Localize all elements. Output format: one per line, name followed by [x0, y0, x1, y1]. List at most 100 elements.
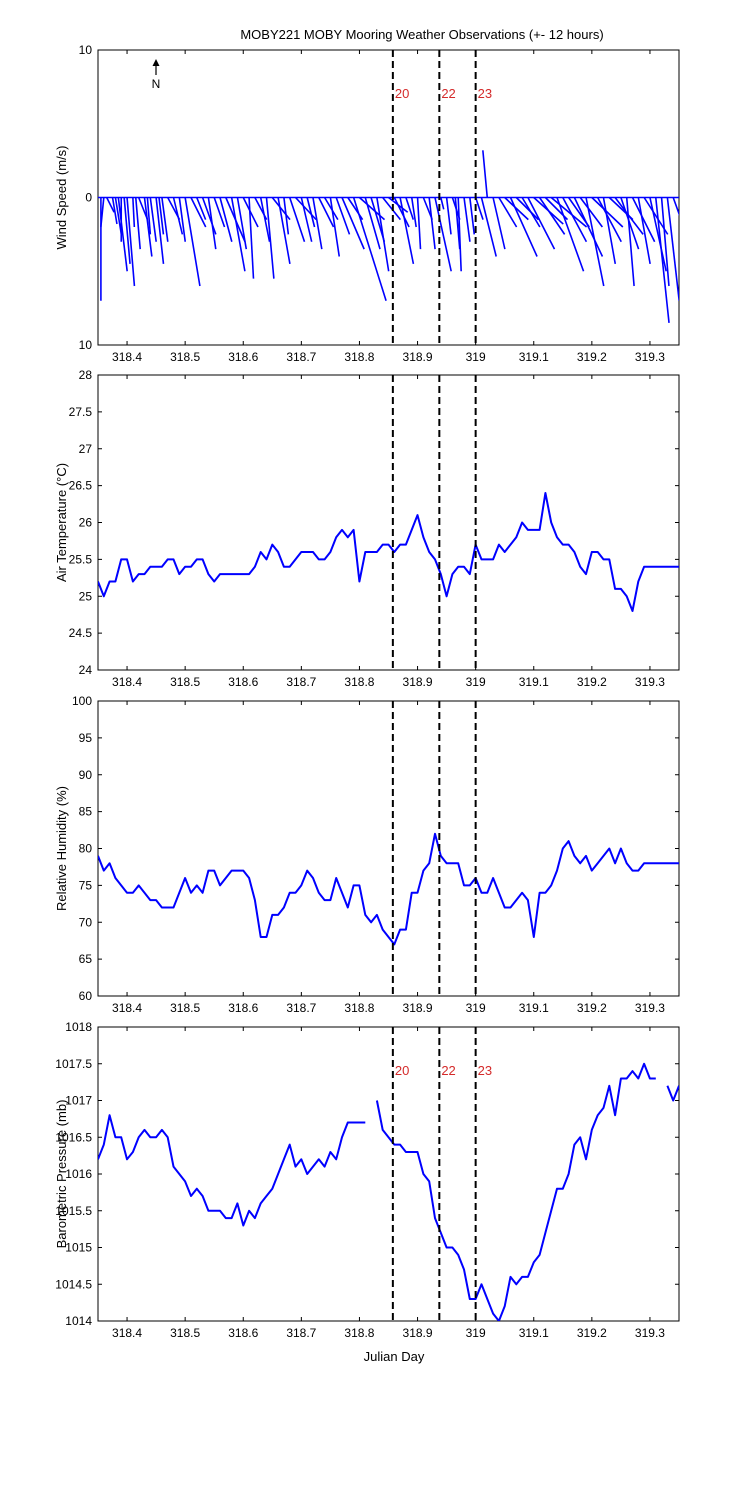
y-axis-label: Air Temperature (°C): [54, 463, 69, 582]
wind-stick: [213, 197, 226, 228]
panel-pressure: 1014 1014.5 1015 1015.5 1016 1016.5 1017 1017.5…: [54, 1020, 680, 1340]
x-tick-label: 318.8: [344, 350, 374, 364]
x-tick-label: 319: [466, 675, 486, 689]
wind-stick: [376, 197, 390, 272]
y-tick-label: 26: [79, 516, 93, 530]
wind-stick: [352, 197, 387, 301]
x-tick-label: 318.7: [286, 1001, 316, 1015]
x-tick-label: 319.1: [519, 350, 549, 364]
wind-stick: [123, 197, 131, 264]
wind-stick: [562, 197, 588, 243]
y-tick-label: 95: [79, 731, 93, 745]
wind-stick: [480, 197, 497, 257]
x-tick-label: 319: [466, 350, 486, 364]
event-label: 22: [441, 1063, 455, 1078]
wind-stick: [596, 197, 622, 243]
y-tick-label: 10: [79, 43, 93, 57]
wind-stick: [445, 197, 452, 235]
wind-stick: [134, 197, 141, 250]
y-tick-label: 60: [79, 989, 93, 1003]
wind-stick: [172, 197, 184, 235]
wind-stick: [149, 197, 157, 242]
y-tick-label: 90: [79, 768, 93, 782]
y-tick-label: 1014.5: [55, 1277, 92, 1291]
wind-stick: [146, 197, 152, 235]
x-tick-label: 319.1: [519, 675, 549, 689]
wind-stick: [482, 150, 489, 198]
wind-stick: [393, 197, 410, 228]
x-tick-label: 318.8: [344, 675, 374, 689]
x-tick-label: 318.4: [112, 350, 142, 364]
y-tick-label: 25.5: [69, 552, 93, 566]
x-tick-label: 318.4: [112, 1326, 142, 1340]
axes-frame: [97, 700, 680, 997]
wind-stick: [126, 197, 136, 287]
event-label: 20: [395, 86, 409, 101]
y-tick-label: 10: [79, 338, 93, 352]
plot-area: [98, 150, 679, 323]
wind-stick: [248, 197, 255, 279]
wind-stick: [457, 197, 462, 272]
wind-stick: [288, 197, 306, 243]
wind-stick: [219, 197, 233, 242]
axes-frame: [97, 1026, 680, 1322]
wind-stick: [201, 197, 217, 235]
wind-stick: [660, 197, 670, 287]
x-tick-label: 318.5: [170, 1001, 200, 1015]
x-axis-label: Julian Day: [364, 1349, 425, 1364]
wind-stick: [312, 197, 323, 250]
wind-stick: [306, 197, 316, 228]
wind-stick: [111, 197, 118, 225]
wind-stick: [265, 197, 275, 279]
y-axis-label: Wind Speed (m/s): [54, 145, 69, 249]
wind-stick: [100, 197, 105, 228]
wind-stick: [498, 197, 518, 228]
y-tick-label: 1015: [65, 1241, 92, 1255]
wind-stick: [230, 197, 246, 272]
event-label: 23: [478, 86, 492, 101]
x-tick-label: 318.6: [228, 350, 258, 364]
wind-stick: [283, 197, 290, 235]
y-tick-label: 24: [79, 663, 93, 677]
y-axis-label: Barometric Pressure (mb): [54, 1100, 69, 1249]
y-tick-label: 0: [85, 191, 92, 205]
y-tick-label: 100: [72, 694, 92, 708]
y-tick-label: 26.5: [69, 479, 93, 493]
wind-stick: [318, 197, 335, 228]
wind-stick: [469, 197, 476, 235]
wind-stick: [428, 197, 436, 250]
x-tick-label: 318.9: [403, 1001, 433, 1015]
x-tick-label: 318.5: [170, 675, 200, 689]
wind-stick: [434, 197, 452, 272]
y-tick-label: 70: [79, 915, 93, 929]
y-tick-label: 27: [79, 442, 93, 456]
wind-stick: [158, 197, 165, 235]
wind-stick: [410, 197, 417, 228]
wind-stick: [416, 197, 422, 250]
wind-stick: [515, 196, 540, 221]
y-tick-label: 1018: [65, 1020, 92, 1034]
wind-stick: [155, 197, 165, 264]
panel-wind: 10 0 10 318.4 318.5 318.6 318.7 318.8 318.9 319 31…: [54, 43, 680, 364]
wind-stick: [190, 197, 207, 228]
x-tick-label: 318.8: [344, 1001, 374, 1015]
wind-stick: [620, 197, 640, 250]
wind-stick: [474, 197, 484, 220]
plot-area: [98, 492, 679, 612]
wind-stick: [463, 197, 471, 242]
wind-stick: [259, 197, 271, 242]
x-tick-label: 318.6: [228, 1001, 258, 1015]
wind-stick: [614, 197, 644, 235]
x-tick-label: 318.5: [170, 1326, 200, 1340]
x-tick-label: 319.3: [635, 675, 665, 689]
wind-stick: [550, 196, 588, 228]
plot-area: [98, 1062, 679, 1321]
wind-stick: [556, 197, 585, 272]
x-tick-label: 318.6: [228, 675, 258, 689]
wind-stick: [672, 197, 679, 217]
y-tick-label: 1017.5: [55, 1057, 92, 1071]
y-tick-label: 27.5: [69, 405, 93, 419]
north-arrow-icon: [152, 59, 160, 75]
wind-stick: [631, 197, 656, 243]
